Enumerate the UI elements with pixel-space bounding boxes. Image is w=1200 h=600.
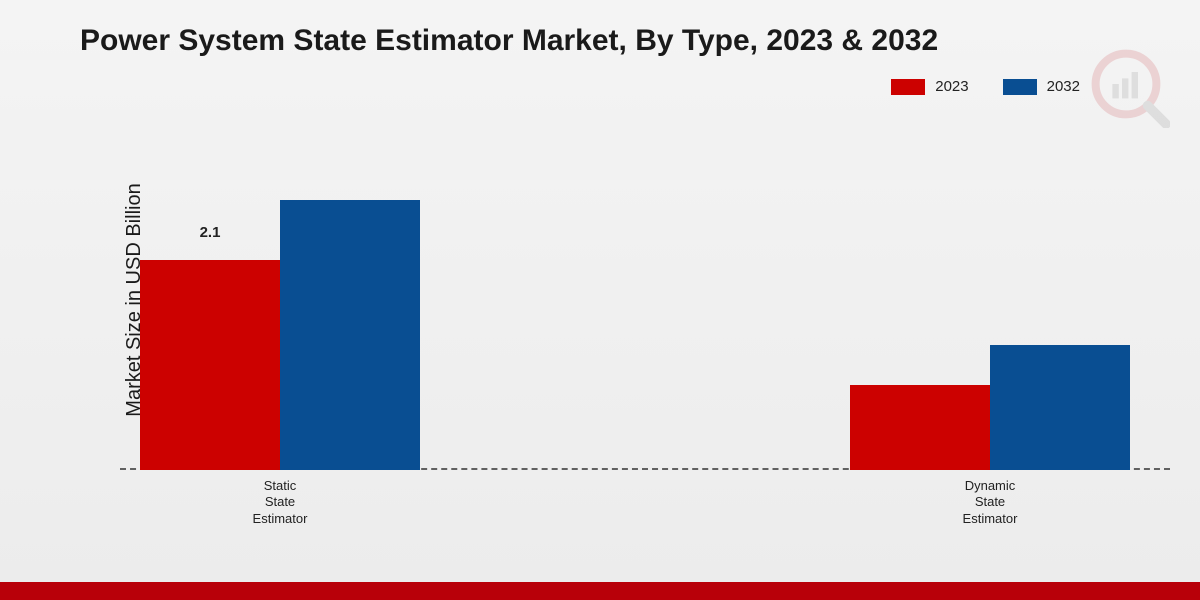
legend-item-2032: 2032 (1003, 78, 1080, 95)
legend-swatch-icon (1003, 79, 1037, 95)
legend-label: 2032 (1047, 78, 1080, 95)
plot-area: 2.1 (120, 120, 1170, 470)
bar (140, 260, 280, 470)
bar (850, 385, 990, 470)
legend-item-2023: 2023 (891, 78, 968, 95)
brand-logo-icon (1090, 48, 1170, 128)
legend-swatch-icon (891, 79, 925, 95)
bar (280, 200, 420, 470)
bar-value-label: 2.1 (200, 224, 221, 241)
legend: 2023 2032 (891, 78, 1080, 95)
footer-bar (0, 582, 1200, 600)
legend-label: 2023 (935, 78, 968, 95)
chart-page: Power System State Estimator Market, By … (0, 0, 1200, 600)
chart-title: Power System State Estimator Market, By … (80, 24, 938, 58)
bar (990, 345, 1130, 470)
category-label: Static State Estimator (253, 478, 308, 527)
category-label: Dynamic State Estimator (963, 478, 1018, 527)
